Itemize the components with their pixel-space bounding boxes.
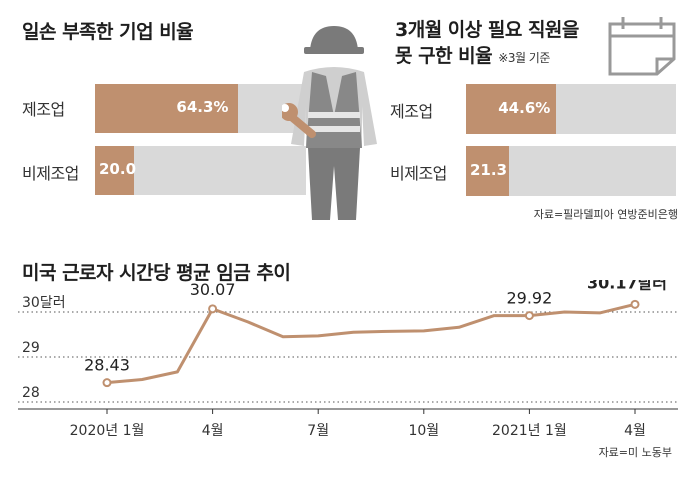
panel2-bar: 44.6% (466, 84, 557, 134)
y-tick-label: 29 (22, 340, 40, 356)
worker-icon (282, 26, 377, 220)
data-label: 30.17달러 (587, 280, 667, 292)
data-point (524, 311, 534, 321)
panel1-category-label: 비제조업 (22, 164, 79, 183)
panel2-category-label: 제조업 (390, 102, 433, 121)
panel2-title-line1: 3개월 이상 필요 직원을 (395, 19, 579, 41)
x-tick-label: 10월 (408, 423, 439, 439)
panel1-bar-track: 64.3% (95, 84, 306, 133)
panel2-bar-value: 21.3 (470, 161, 508, 179)
data-point (102, 378, 112, 388)
panel2-title-line2-text: 못 구한 비율 (395, 45, 493, 67)
panel1-bar-track: 20.0 (95, 146, 306, 195)
x-tick-label: 7월 (307, 423, 329, 439)
panel2-bar: 21.3 (466, 146, 510, 196)
line-chart-title: 미국 근로자 시간당 평균 임금 추이 (22, 262, 291, 284)
y-tick-label: 28 (22, 385, 40, 401)
panel1-bar: 64.3% (95, 84, 239, 133)
panel2-bar-track: 21.3 (466, 146, 676, 196)
x-tick-label: 2021년 1월 (492, 423, 567, 439)
data-point (630, 299, 640, 309)
calendar-icon (608, 17, 676, 76)
y-tick-label: 30달러 (22, 295, 66, 311)
x-tick-label: 4월 (202, 423, 224, 439)
x-tick-label: 4월 (624, 423, 646, 439)
panel2-title-line2: 못 구한 비율 ※3월 기준 (395, 43, 579, 71)
panel1-bar-value: 20.0 (99, 160, 137, 178)
data-label: 28.43 (84, 356, 130, 375)
panel2-title: 3개월 이상 필요 직원을 못 구한 비율 ※3월 기준 (395, 17, 579, 71)
panel2-bar-track: 44.6% (466, 84, 676, 134)
series-line (106, 302, 636, 385)
chart-source: 자료=미 노동부 (598, 446, 672, 459)
panel1-bar-value: 64.3% (176, 98, 229, 116)
x-tick-label: 2020년 1월 (70, 423, 145, 439)
panel1-category-label: 제조업 (22, 100, 65, 119)
line-chart: 30달러 29 28 2020년 1월 4월 7월 10월 2021년 1월 4월 28.43 30… (18, 280, 678, 439)
data-label: 29.92 (506, 289, 552, 308)
data-point (208, 304, 218, 314)
panel2-source: 자료=필라델피아 연방준비은행 (533, 208, 678, 221)
panel2-category-label: 비제조업 (390, 164, 447, 183)
data-label: 30.07 (190, 280, 236, 299)
panel2-bar-value: 44.6% (498, 99, 551, 117)
panel1-bar: 20.0 (95, 146, 137, 195)
panel2-note: ※3월 기준 (498, 51, 550, 65)
panel1-title: 일손 부족한 기업 비율 (22, 21, 194, 43)
